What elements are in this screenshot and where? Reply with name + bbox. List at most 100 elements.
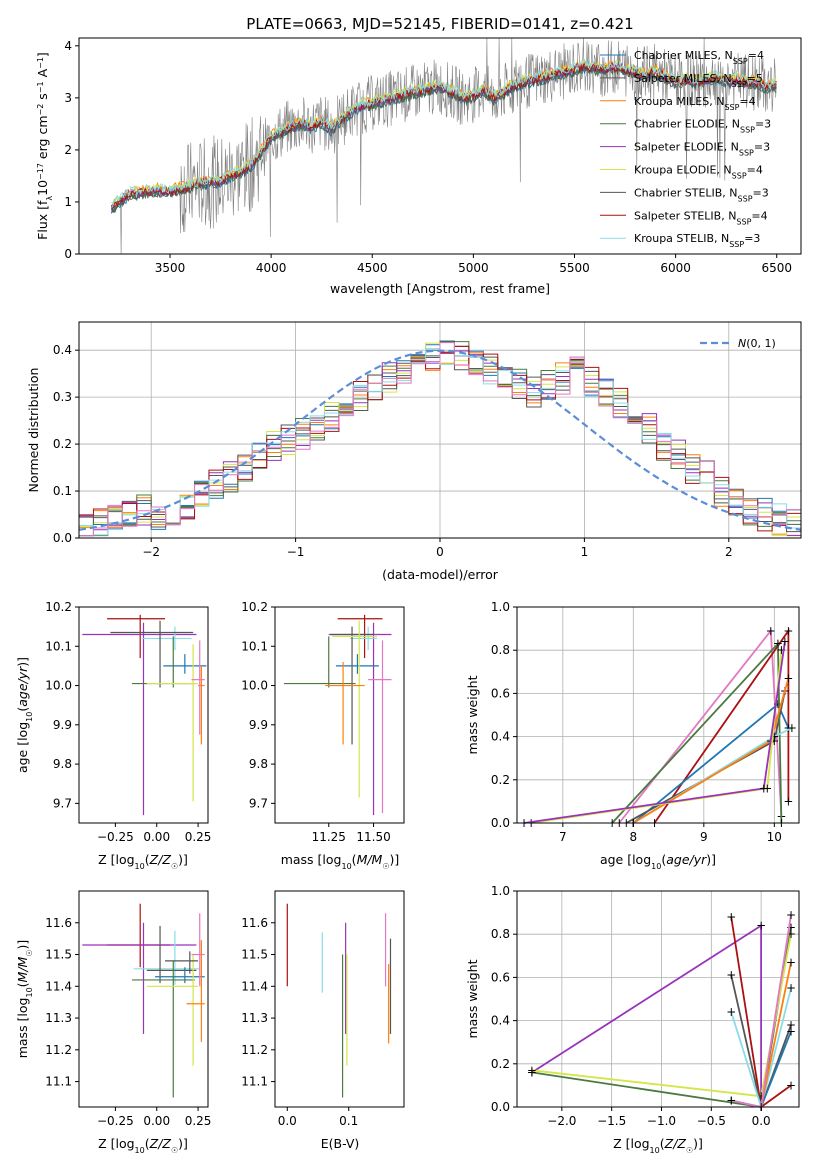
- marker: +: [773, 637, 783, 651]
- y-tick-label: 10.1: [241, 639, 268, 653]
- x-tick-label: 0.1: [339, 1114, 358, 1128]
- label-part: Chabrier ELODIE, N: [634, 118, 740, 131]
- label-part: (: [15, 707, 30, 712]
- label-part: 10: [650, 1146, 660, 1155]
- label-part: (: [661, 852, 666, 867]
- mass-weight-line: [760, 962, 792, 1108]
- x-tick-label: 11.25: [312, 830, 346, 844]
- y-tick-label: 4: [64, 39, 72, 53]
- y-tick-label: 0.3: [53, 390, 72, 404]
- x-tick-label: 1: [581, 545, 589, 559]
- y-tick-label: 10.1: [45, 639, 72, 653]
- mass-weight-line: [523, 641, 786, 824]
- label-part: ☉: [686, 1146, 693, 1155]
- label-part: =3: [744, 232, 760, 245]
- label-part: 10: [651, 862, 661, 871]
- label-part: ☉: [171, 1146, 178, 1155]
- marker: +: [786, 908, 796, 922]
- legend-label: Salpeter ELODIE, NSSP=3: [634, 141, 770, 158]
- mass-weight-vs-age-panel: +++++++++++++++++++++++++++7 8 9 100.00.20.…: [465, 600, 800, 871]
- label-part: 10: [25, 987, 34, 997]
- marker: +: [783, 721, 793, 735]
- label-part: )]: [15, 657, 30, 667]
- mass-weight-line: [531, 923, 762, 1107]
- axes-frame: [78, 606, 209, 824]
- marker: +: [762, 781, 772, 795]
- x-axis-label: Z [log10(Z/Z☉)]: [613, 1136, 703, 1155]
- label-part: 10: [135, 1146, 145, 1155]
- legend-label: Chabrier MILES, NSSP=4: [634, 49, 764, 66]
- y-tick-label: 11.5: [241, 948, 268, 962]
- y-tick-label: 0.4: [491, 730, 510, 744]
- label-part: (: [660, 1136, 665, 1151]
- marker: +: [766, 624, 776, 638]
- y-tick-label: 9.7: [249, 796, 268, 810]
- marker: +: [783, 671, 793, 685]
- x-tick-label: −1: [287, 545, 305, 559]
- legend-label: N(0, 1): [738, 337, 776, 350]
- label-part: age [log: [15, 722, 30, 773]
- x-tick-label: 6500: [761, 261, 792, 275]
- label-part: Z/Z: [664, 1136, 687, 1151]
- y-tick-label: 1: [64, 195, 72, 209]
- label-part: Z [log: [613, 1136, 649, 1151]
- label-part: Z [log: [98, 1136, 134, 1151]
- marker: +: [773, 697, 783, 711]
- label-part: age/yr: [15, 666, 30, 707]
- label-part: SSP: [724, 102, 739, 111]
- label-part: (: [145, 1136, 150, 1151]
- label-part: mass [log: [281, 852, 342, 867]
- marker: +: [756, 1089, 766, 1103]
- label-part: M/M: [357, 852, 383, 867]
- label-part: Kroupa ELODIE, N: [634, 164, 732, 177]
- label-part: SSP: [736, 217, 751, 226]
- axes-frame: [516, 890, 800, 1108]
- y-tick-label: 0.0: [491, 1100, 510, 1114]
- x-tick-label: −0.25: [97, 830, 134, 844]
- y-tick-label: 0.0: [491, 816, 510, 830]
- marker: +: [786, 921, 796, 935]
- marker: +: [527, 1063, 537, 1077]
- marker: +: [776, 643, 786, 657]
- marker: +: [786, 927, 796, 941]
- label-part: =5: [747, 72, 763, 85]
- label-part: Chabrier STELIB, N: [634, 186, 738, 199]
- label-part: =3: [754, 141, 770, 154]
- label-part: )]: [178, 852, 188, 867]
- x-tick-label: 0: [436, 545, 444, 559]
- x-tick-label: 6000: [660, 261, 691, 275]
- mass-vs-extinction-panel: 0.0 0.1 11.1 11.2 11.3 11.4 11.5 11.6 E(B-V): [241, 890, 405, 1151]
- y-tick-label: 11.2: [45, 1043, 72, 1057]
- marker: +: [780, 635, 790, 649]
- y-tick-label: 11.4: [241, 979, 268, 993]
- y-tick-label: 0.2: [491, 1057, 510, 1071]
- y-tick-label: 11.5: [45, 948, 72, 962]
- label-part: M/M: [15, 956, 30, 982]
- label-part: 10: [25, 712, 34, 722]
- label-part: (: [352, 852, 357, 867]
- marker: +: [786, 1018, 796, 1032]
- x-tick-label: −0.25: [97, 1114, 134, 1128]
- legend-label: Kroupa MILES, NSSP=4: [634, 95, 756, 112]
- y-tick-label: 0.4: [491, 1014, 510, 1028]
- marker: +: [759, 781, 769, 795]
- mass-weight-line: [625, 691, 786, 824]
- marker: +: [726, 968, 736, 982]
- marker: +: [783, 794, 793, 808]
- x-axis-label: Z [log10(Z/Z☉)]: [98, 852, 188, 871]
- label-part: )]: [390, 852, 400, 867]
- marker: +: [786, 1078, 796, 1092]
- y-tick-label: 0.4: [53, 343, 72, 357]
- label-part: Salpeter MILES, N: [634, 72, 732, 85]
- y-tick-label: 1.0: [491, 884, 510, 898]
- y-tick-label: 9.9: [249, 718, 268, 732]
- label-part: SSP: [732, 171, 747, 180]
- label-part: )]: [178, 1136, 188, 1151]
- label-part: =3: [753, 186, 769, 199]
- y-axis-label: mass weight: [465, 959, 480, 1038]
- x-tick-label: 0.00: [143, 830, 170, 844]
- y-tick-label: 10.0: [45, 679, 72, 693]
- y-tick-label: 10.2: [45, 600, 72, 614]
- x-axis-label: age [log10(age/yr)]: [600, 852, 716, 871]
